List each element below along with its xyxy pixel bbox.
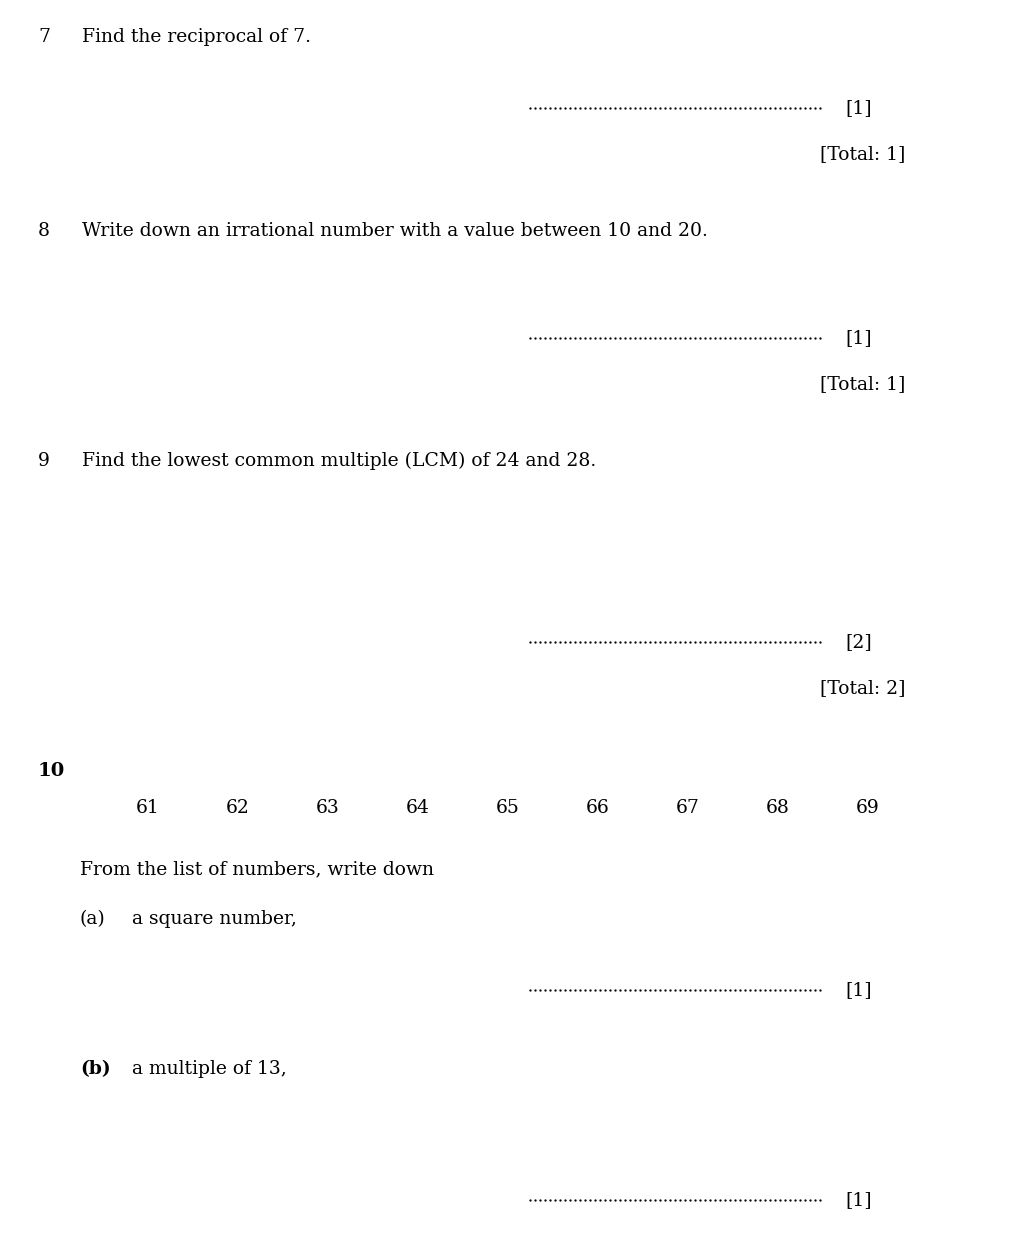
- Text: 61: 61: [136, 799, 160, 817]
- Text: 9: 9: [38, 453, 50, 470]
- Text: [2]: [2]: [844, 632, 870, 651]
- Text: Write down an irrational number with a value between 10 and 20.: Write down an irrational number with a v…: [82, 222, 707, 241]
- Text: (b): (b): [80, 1060, 110, 1078]
- Text: 64: 64: [405, 799, 430, 817]
- Text: 68: 68: [765, 799, 790, 817]
- Text: [1]: [1]: [844, 99, 870, 117]
- Text: 65: 65: [495, 799, 520, 817]
- Text: Find the reciprocal of 7.: Find the reciprocal of 7.: [82, 29, 310, 46]
- Text: [Total: 1]: [Total: 1]: [819, 145, 905, 162]
- Text: 10: 10: [38, 763, 65, 780]
- Text: 69: 69: [855, 799, 879, 817]
- Text: 66: 66: [585, 799, 610, 817]
- Text: From the list of numbers, write down: From the list of numbers, write down: [80, 861, 434, 878]
- Text: 67: 67: [675, 799, 700, 817]
- Text: (a): (a): [80, 910, 105, 928]
- Text: 62: 62: [225, 799, 250, 817]
- Text: [Total: 2]: [Total: 2]: [819, 680, 905, 697]
- Text: [Total: 1]: [Total: 1]: [819, 374, 905, 393]
- Text: a multiple of 13,: a multiple of 13,: [131, 1060, 286, 1078]
- Text: [1]: [1]: [844, 1190, 870, 1209]
- Text: [1]: [1]: [844, 329, 870, 347]
- Text: [1]: [1]: [844, 981, 870, 999]
- Text: 63: 63: [315, 799, 340, 817]
- Text: 7: 7: [38, 29, 50, 46]
- Text: a square number,: a square number,: [131, 910, 296, 928]
- Text: 8: 8: [38, 222, 50, 241]
- Text: Find the lowest common multiple (LCM) of 24 and 28.: Find the lowest common multiple (LCM) of…: [82, 453, 595, 470]
